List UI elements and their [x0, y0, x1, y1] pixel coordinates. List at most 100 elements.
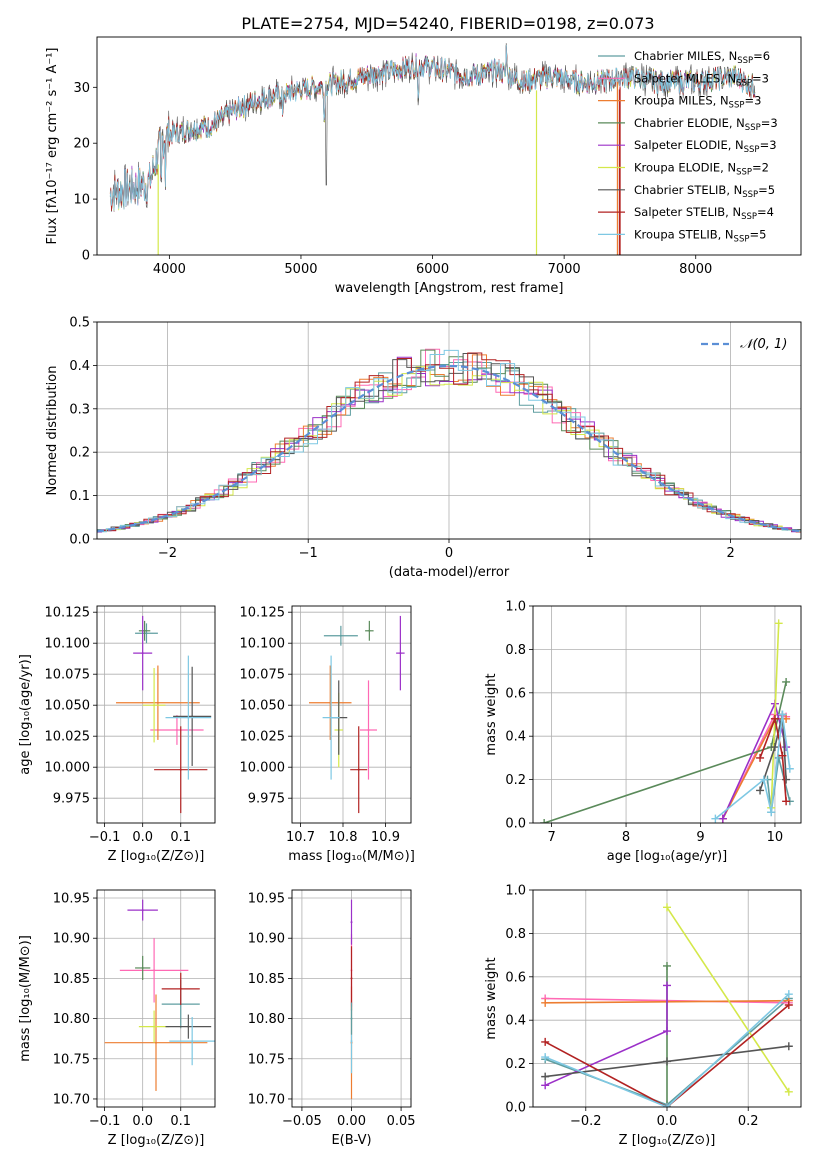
y-tick-label: 10.000: [240, 761, 286, 776]
y-tick-label: 10.075: [45, 668, 91, 683]
legend-label: Chabrier ELODIE, NSSP=3: [634, 116, 778, 133]
y-tick-label: 0.8: [505, 927, 526, 942]
y-tick-label: 10.90: [53, 932, 90, 947]
data-point: [187, 716, 190, 719]
data-point: [145, 632, 148, 635]
y-tick-label: 10.050: [240, 699, 286, 714]
legend-label: Kroupa ELODIE, NSSP=2: [634, 161, 769, 178]
y-tick-label: 0.4: [505, 730, 526, 745]
weight-marker: [782, 797, 791, 806]
x-tick-label: −0.05: [282, 1114, 322, 1129]
y-tick-label: 10.125: [240, 606, 286, 621]
weight-marker: [778, 751, 787, 760]
data-point: [368, 629, 371, 632]
y-tick-label: 1.0: [505, 600, 526, 615]
weight-marker: [756, 786, 765, 795]
axes-weight-vs-age: 7 8 9 10 0.0 0.2 0.4 0.6 0.8 1.0 age [log₁₀(age/yr…: [484, 600, 802, 864]
legend-label: Salpeter ELODIE, NSSP=3: [634, 138, 777, 155]
y-axis-label: age [log₁₀(age/yr)]: [18, 654, 33, 775]
figure-title: PLATE=2754, MJD=54240, FIBERID=0198, z=0…: [241, 14, 654, 33]
x-tick-label: 0.05: [387, 1114, 416, 1129]
axes-age-vs-Z: −0.1 0.0 0.1 9.975 10.000 10.025 10.050 10.075 1…: [18, 605, 216, 864]
plot-area-weight-vs-Z: [541, 903, 793, 1107]
weight-marker: [718, 814, 727, 823]
weight-marker: [663, 903, 671, 912]
weight-marker: [541, 1072, 550, 1081]
x-tick-label: 0.0: [132, 830, 153, 845]
data-point: [367, 729, 370, 731]
residual-histogram: [97, 349, 801, 533]
y-axis-label: Normed distribution: [45, 366, 60, 496]
plot-area-residuals: [97, 348, 801, 534]
axes-frame: [96, 36, 802, 256]
weight-marker: [711, 814, 720, 823]
y-tick-label: 10.85: [53, 972, 90, 987]
spectrum-line: [109, 45, 755, 211]
weight-marker: [541, 1053, 550, 1062]
x-tick-label: 10.7: [286, 830, 315, 845]
y-tick-label: 10.85: [248, 972, 285, 987]
data-point: [179, 768, 182, 771]
weight-marker: [782, 775, 791, 784]
x-tick-label: −0.1: [89, 1114, 121, 1129]
data-point: [187, 1025, 190, 1028]
weight-marker: [541, 1037, 550, 1046]
y-tick-label: 9.975: [53, 792, 90, 807]
data-point: [141, 966, 144, 969]
axes-frame: [96, 321, 802, 540]
y-tick-label: 10.80: [248, 1012, 285, 1027]
weight-line: [666, 906, 790, 1093]
plot-area-weight-vs-age: [540, 619, 794, 823]
normal-curve: [97, 364, 801, 533]
y-tick-label: 10.075: [240, 668, 286, 683]
y-tick-label: 0.3: [69, 402, 90, 417]
axes-frame: [96, 889, 216, 1108]
axes-weight-vs-Z: −0.2 0.0 0.2 0.0 0.2 0.4 0.6 0.8 1.0 Z [log₁₀(Z/Z…: [484, 884, 802, 1148]
weight-line: [759, 714, 787, 791]
weight-marker: [663, 981, 671, 990]
y-tick-label: 10.95: [248, 892, 285, 907]
y-tick-label: 10.70: [248, 1092, 285, 1107]
plot-area-mass-vs-ebv: [350, 899, 353, 1099]
weight-line: [759, 715, 787, 802]
y-tick-label: 0.0: [69, 533, 90, 548]
x-tick-label: 5000: [284, 262, 317, 277]
axes-frame: [291, 605, 412, 824]
axes-mass-vs-ebv: −0.05 0.00 0.05 10.70 10.75 10.80 10.85 10.90 10…: [248, 889, 416, 1148]
legend-label: 𝒩(0, 1): [740, 337, 787, 352]
x-axis-label: wavelength [Angstrom, rest frame]: [335, 281, 564, 296]
x-tick-label: −0.2: [570, 1114, 602, 1129]
plot-area-age-vs-Z: [116, 615, 212, 814]
y-axis-label: mass weight: [484, 957, 499, 1039]
x-axis-label: Z [log₁₀(Z/Z⊙)]: [108, 1133, 205, 1148]
weight-marker: [782, 677, 791, 686]
y-tick-label: 10.025: [240, 730, 286, 745]
data-point: [153, 1025, 156, 1028]
weight-marker: [663, 1057, 671, 1066]
weight-marker: [756, 753, 765, 762]
y-tick-label: 0.0: [505, 1101, 526, 1116]
weight-marker: [541, 1081, 550, 1090]
x-tick-label: 7: [547, 830, 555, 845]
y-tick-label: 9.975: [248, 792, 285, 807]
y-tick-label: 10.75: [53, 1052, 90, 1067]
y-tick-label: 0.6: [505, 686, 526, 701]
plot-area-age-vs-mass: [309, 615, 405, 814]
y-tick-label: 0.6: [505, 970, 526, 985]
y-tick-label: 10.050: [45, 699, 91, 714]
x-tick-label: 0.1: [170, 1114, 191, 1129]
weight-marker: [663, 1027, 671, 1036]
y-tick-label: 0: [82, 249, 90, 264]
x-axis-label: Z [log₁₀(Z/Z⊙)]: [108, 849, 205, 864]
data-point: [175, 729, 178, 731]
x-tick-label: 9: [696, 830, 704, 845]
legend-residuals: 𝒩(0, 1): [701, 337, 787, 352]
y-tick-label: 20: [73, 137, 90, 152]
weight-marker: [663, 1103, 671, 1107]
legend-label: Salpeter STELIB, NSSP=4: [634, 205, 774, 222]
data-point: [339, 634, 342, 637]
y-tick-label: 10.125: [45, 606, 91, 621]
y-tick-label: 0.4: [505, 1014, 526, 1029]
weight-marker: [663, 961, 671, 970]
